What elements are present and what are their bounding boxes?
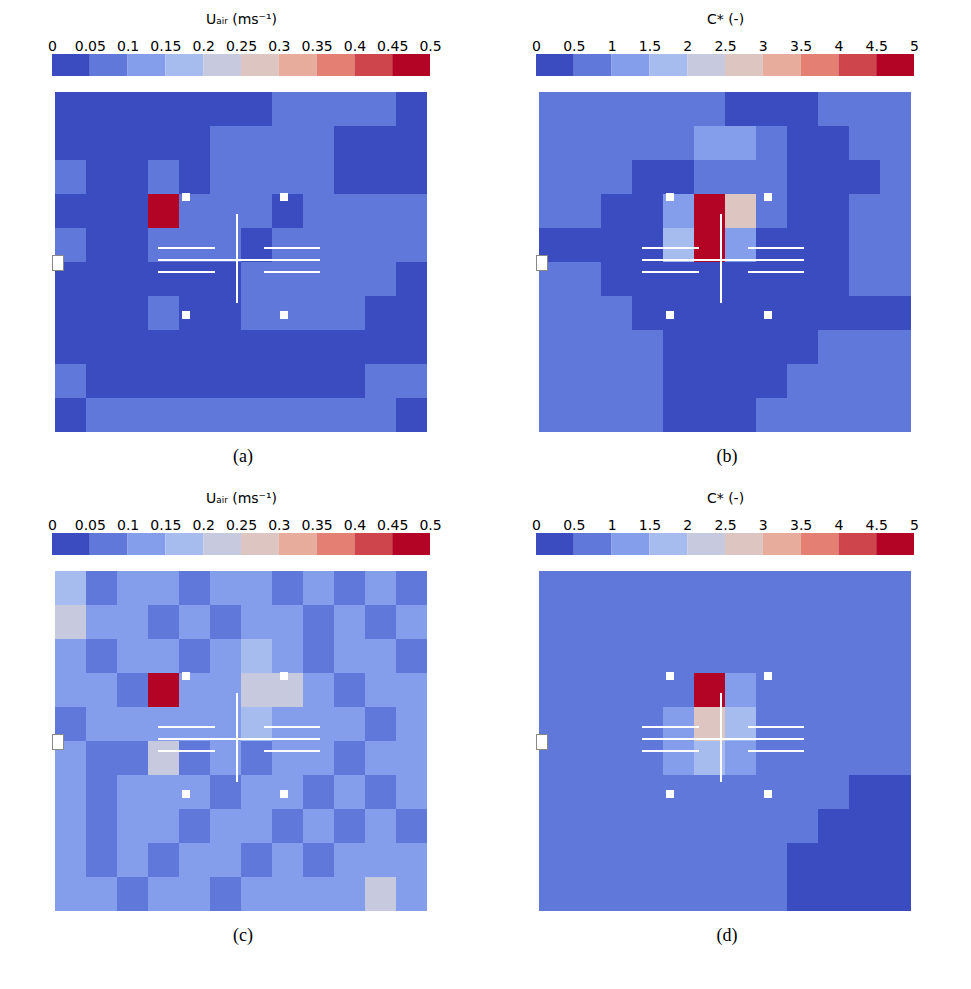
svg-text:0.2: 0.2 (193, 517, 215, 533)
svg-text:0.05: 0.05 (75, 38, 106, 54)
svg-text:1.5: 1.5 (639, 38, 661, 54)
svg-text:0.2: 0.2 (193, 38, 215, 54)
svg-text:5: 5 (910, 517, 919, 533)
svg-text:3.5: 3.5 (790, 517, 812, 533)
svg-text:0.35: 0.35 (302, 38, 333, 54)
svg-text:2.5: 2.5 (714, 517, 736, 533)
svg-text:5: 5 (910, 38, 919, 54)
svg-text:0: 0 (48, 38, 57, 54)
svg-text:0.4: 0.4 (344, 38, 366, 54)
html-text:(c): (c) (233, 925, 253, 945)
svg-text:0.25: 0.25 (226, 517, 257, 533)
svg-text:0: 0 (532, 517, 541, 533)
svg-text:3.5: 3.5 (790, 38, 812, 54)
html-text:(a): (a) (233, 446, 253, 466)
svg-text:4: 4 (834, 517, 843, 533)
svg-text:Uₐᵢᵣ (ms⁻¹): Uₐᵢᵣ (ms⁻¹) (206, 490, 277, 506)
svg-text:0.5: 0.5 (419, 517, 441, 533)
svg-text:0.35: 0.35 (302, 517, 333, 533)
svg-text:0.5: 0.5 (563, 517, 585, 533)
svg-text:0.1: 0.1 (117, 38, 139, 54)
svg-text:1.5: 1.5 (639, 517, 661, 533)
svg-text:0.1: 0.1 (117, 517, 139, 533)
svg-text:2: 2 (683, 517, 692, 533)
html-text:(d): (d) (716, 925, 738, 945)
svg-text:4.5: 4.5 (866, 38, 888, 54)
svg-text:0.25: 0.25 (226, 38, 257, 54)
svg-text:0.45: 0.45 (377, 517, 408, 533)
svg-text:0: 0 (532, 38, 541, 54)
svg-text:0.3: 0.3 (268, 38, 290, 54)
svg-text:3: 3 (759, 517, 768, 533)
svg-text:0: 0 (48, 517, 57, 533)
svg-text:C* (-): C* (-) (707, 11, 744, 27)
svg-text:0.45: 0.45 (377, 38, 408, 54)
svg-text:0.15: 0.15 (150, 38, 181, 54)
svg-text:0.4: 0.4 (344, 517, 366, 533)
svg-text:Uₐᵢᵣ (ms⁻¹): Uₐᵢᵣ (ms⁻¹) (206, 11, 277, 27)
svg-text:4.5: 4.5 (866, 517, 888, 533)
html-text:(b): (b) (716, 446, 738, 466)
svg-text:2.5: 2.5 (714, 38, 736, 54)
svg-text:1: 1 (608, 38, 617, 54)
svg-text:0.15: 0.15 (150, 517, 181, 533)
svg-text:1: 1 (608, 517, 617, 533)
svg-text:C* (-): C* (-) (707, 490, 744, 506)
svg-text:0.5: 0.5 (563, 38, 585, 54)
svg-text:2: 2 (683, 38, 692, 54)
svg-text:3: 3 (759, 38, 768, 54)
svg-text:0.5: 0.5 (419, 38, 441, 54)
svg-text:4: 4 (834, 38, 843, 54)
svg-text:0.05: 0.05 (75, 517, 106, 533)
svg-text:0.3: 0.3 (268, 517, 290, 533)
